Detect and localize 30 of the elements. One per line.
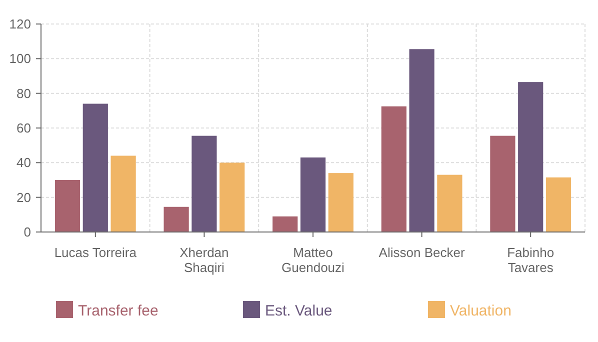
bar bbox=[110, 156, 136, 232]
bar bbox=[164, 206, 189, 232]
y-tick-label: 120 bbox=[9, 16, 31, 32]
bar bbox=[409, 49, 434, 232]
bar bbox=[82, 104, 108, 232]
x-tick-label: Alisson Becker bbox=[378, 245, 466, 260]
bar bbox=[381, 106, 406, 232]
legend-label: Transfer fee bbox=[78, 302, 158, 320]
bar bbox=[546, 177, 572, 232]
legend-label: Valuation bbox=[450, 302, 512, 320]
y-tick-label: 40 bbox=[16, 155, 31, 170]
bar bbox=[437, 174, 462, 232]
y-tick-label: 60 bbox=[16, 120, 31, 136]
bar bbox=[220, 162, 245, 232]
bar bbox=[54, 180, 80, 232]
y-tick-label: 80 bbox=[16, 86, 31, 101]
bar bbox=[518, 82, 544, 232]
x-tick-label: Lucas Torreira bbox=[54, 245, 138, 260]
y-tick-label: 100 bbox=[9, 51, 31, 66]
bar bbox=[192, 136, 217, 232]
x-tick-label: Xherdan Shaqiri bbox=[180, 245, 229, 275]
bar bbox=[328, 173, 354, 232]
x-tick-label: Matteo Guendouzi bbox=[282, 245, 345, 275]
bar bbox=[272, 216, 298, 232]
bar bbox=[490, 136, 516, 232]
y-tick-label: 0 bbox=[24, 224, 31, 240]
y-tick-label: 20 bbox=[16, 190, 31, 205]
legend-label: Est. Value bbox=[265, 302, 332, 320]
x-tick-label: Fabinho Tavares bbox=[507, 245, 554, 275]
bar bbox=[300, 157, 326, 232]
